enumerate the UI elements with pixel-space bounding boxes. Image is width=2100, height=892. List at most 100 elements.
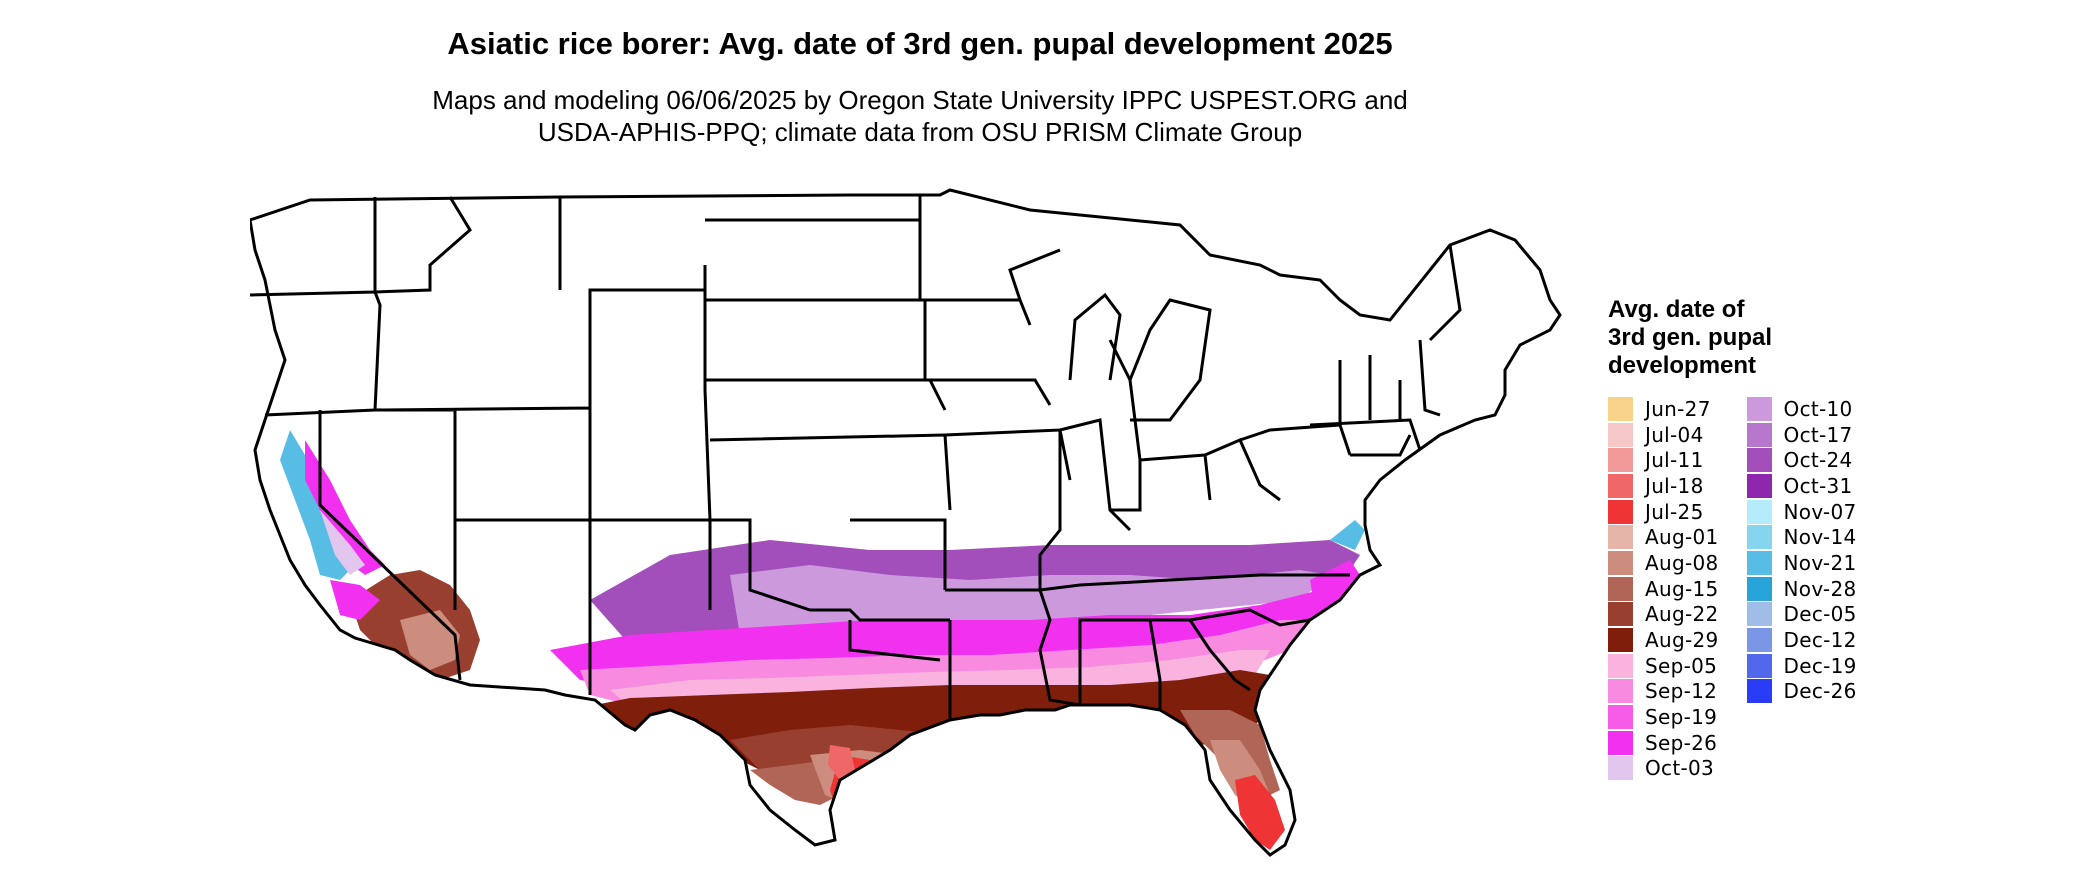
legend-item: Jun-27 <box>1608 396 1719 422</box>
legend-swatch <box>1746 473 1772 498</box>
legend-item: Aug-22 <box>1608 602 1719 628</box>
legend-title: Avg. date of 3rd gen. pupal development <box>1608 296 1868 380</box>
legend-label: Sep-26 <box>1645 730 1718 755</box>
zone-texas-light-red <box>828 745 855 780</box>
legend-item: Jul-04 <box>1608 422 1719 448</box>
legend-label: Aug-01 <box>1645 525 1719 550</box>
legend-label: Sep-05 <box>1645 653 1718 678</box>
legend-label: Oct-03 <box>1645 756 1715 781</box>
legend-swatch <box>1746 628 1772 653</box>
legend-column-1: Jun-27 Jul-04 Jul-11 Jul-18 Jul-25 Aug-01 Aug-… <box>1608 396 1719 781</box>
legend-label: Jul-25 <box>1645 499 1704 524</box>
legend-swatch <box>1608 422 1633 447</box>
legend-swatch <box>1608 396 1633 421</box>
zone-california-lavender <box>320 510 365 575</box>
legend-item: Sep-19 <box>1608 704 1719 730</box>
zone-atlantic-coast-blue <box>1330 520 1365 550</box>
legend-item: Dec-19 <box>1746 653 1857 679</box>
legend-column-2: Oct-10 Oct-17 Oct-24 Oct-31 Nov-07 Nov-14 Nov-… <box>1746 396 1857 781</box>
lake-michigan-shore <box>1068 292 1212 422</box>
legend-swatch <box>1608 602 1633 627</box>
legend-label: Nov-21 <box>1783 550 1857 575</box>
legend-item: Jul-11 <box>1608 447 1719 473</box>
legend-swatch <box>1746 499 1772 524</box>
zone-florida-red <box>1235 775 1285 850</box>
legend-swatch <box>1608 576 1633 601</box>
state-boundaries <box>250 188 1562 857</box>
legend-swatch <box>1608 473 1633 498</box>
legend-label: Dec-12 <box>1783 628 1857 653</box>
legend-label: Sep-19 <box>1645 705 1718 730</box>
legend-item: Sep-05 <box>1608 653 1719 679</box>
legend-item: Jul-25 <box>1608 499 1719 525</box>
legend-label: Aug-22 <box>1645 602 1719 627</box>
legend-item: Sep-12 <box>1608 679 1719 705</box>
zone-southwest-pink <box>330 580 380 620</box>
legend-title-line-2: 3rd gen. pupal <box>1608 324 1773 351</box>
legend-label: Oct-10 <box>1783 396 1853 421</box>
legend-item: Oct-17 <box>1746 422 1857 448</box>
legend-swatch <box>1746 422 1772 447</box>
legend-title-line-1: Avg. date of <box>1608 296 1745 323</box>
legend-swatch <box>1608 653 1633 678</box>
legend-label: Dec-05 <box>1783 602 1857 627</box>
subtitle-line-1: Maps and modeling 06/06/2025 by Oregon S… <box>432 85 1408 115</box>
legend-item: Nov-14 <box>1746 524 1857 550</box>
legend-label: Nov-28 <box>1783 576 1857 601</box>
zone-upper-south-lavender <box>730 565 1330 635</box>
legend-item: Dec-12 <box>1746 627 1857 653</box>
legend-item: Nov-07 <box>1746 499 1857 525</box>
legend-title-line-3: development <box>1608 352 1757 379</box>
legend-item: Dec-05 <box>1746 602 1857 628</box>
us-map <box>250 188 1562 857</box>
legend-label: Oct-17 <box>1783 422 1853 447</box>
legend-swatch <box>1746 576 1772 601</box>
legend-swatch <box>1746 679 1772 704</box>
legend-item: Aug-01 <box>1608 524 1719 550</box>
legend-label: Jul-04 <box>1645 422 1704 447</box>
legend-columns: Jun-27 Jul-04 Jul-11 Jul-18 Jul-25 Aug-01 Aug-… <box>1608 396 2028 781</box>
legend-item: Oct-31 <box>1746 473 1857 499</box>
legend-swatch <box>1608 448 1633 473</box>
legend-item: Sep-26 <box>1608 730 1719 756</box>
legend-item: Aug-08 <box>1608 550 1719 576</box>
legend-swatch <box>1608 628 1633 653</box>
legend-label: Dec-26 <box>1783 679 1857 704</box>
legend-item: Oct-10 <box>1746 396 1857 422</box>
legend-label: Dec-19 <box>1783 653 1857 678</box>
legend-label: Jun-27 <box>1645 396 1711 421</box>
legend-swatch <box>1608 525 1633 550</box>
legend-item: Aug-15 <box>1608 576 1719 602</box>
legend-swatch <box>1746 653 1772 678</box>
legend-label: Aug-08 <box>1645 550 1719 575</box>
legend-swatch <box>1608 730 1633 755</box>
state-lines-west <box>250 196 712 695</box>
legend-label: Oct-24 <box>1783 448 1853 473</box>
legend-swatch <box>1608 679 1633 704</box>
map-subtitle: Maps and modeling 06/06/2025 by Oregon S… <box>0 84 1840 148</box>
legend-label: Jul-11 <box>1645 448 1704 473</box>
legend-item: Jul-18 <box>1608 473 1719 499</box>
legend-swatch <box>1746 550 1772 575</box>
legend-label: Oct-31 <box>1783 473 1853 498</box>
legend-swatch <box>1608 705 1633 730</box>
state-lines-northeast <box>1309 244 1462 457</box>
legend-label: Aug-15 <box>1645 576 1719 601</box>
legend-label: Nov-14 <box>1783 525 1857 550</box>
legend-swatch <box>1746 448 1772 473</box>
legend-label: Jul-18 <box>1645 473 1704 498</box>
legend-label: Aug-29 <box>1645 628 1719 653</box>
legend-label: Nov-07 <box>1783 499 1857 524</box>
legend-item: Nov-28 <box>1746 576 1857 602</box>
subtitle-line-2: USDA-APHIS-PPQ; climate data from OSU PR… <box>537 117 1303 147</box>
map-legend: Avg. date of 3rd gen. pupal development … <box>1608 296 2028 781</box>
legend-item: Oct-03 <box>1608 756 1719 782</box>
zone-atlantic-coast-magenta <box>1310 560 1360 610</box>
legend-swatch <box>1746 525 1772 550</box>
legend-swatch <box>1746 396 1772 421</box>
zone-california-magenta <box>305 440 385 575</box>
legend-swatch <box>1608 550 1633 575</box>
state-lines-south <box>848 573 1350 720</box>
legend-item: Oct-24 <box>1746 447 1857 473</box>
legend-label: Sep-12 <box>1645 679 1718 704</box>
